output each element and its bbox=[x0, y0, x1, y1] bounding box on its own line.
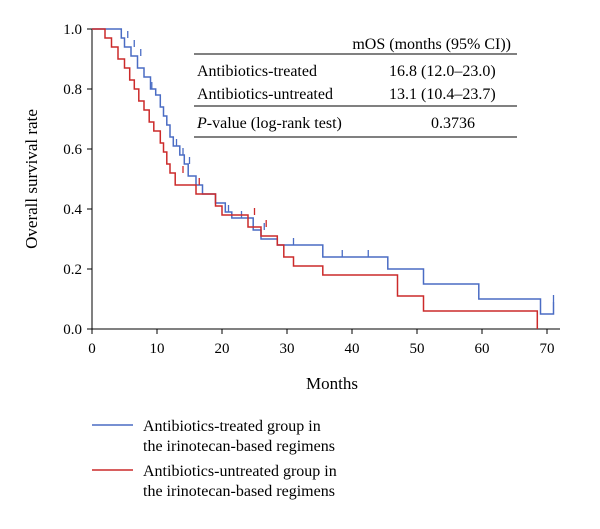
table-row-treated-label: Antibiotics-treated bbox=[197, 63, 317, 80]
y-ticks: 0.0 0.2 0.4 0.6 0.8 1.0 bbox=[63, 22, 92, 338]
table-row-untreated-value: 13.1 (10.4–23.7) bbox=[389, 86, 496, 103]
table-row-treated-value: 16.8 (12.0–23.0) bbox=[389, 63, 496, 80]
y-tick-label: 0.6 bbox=[63, 142, 82, 158]
y-tick-label: 0.0 bbox=[63, 322, 82, 338]
pvalue-italic: P bbox=[196, 115, 207, 132]
table-pvalue-label: P-value (log-rank test) bbox=[196, 115, 342, 132]
y-tick-label: 1.0 bbox=[63, 22, 82, 38]
x-tick-label: 50 bbox=[410, 341, 425, 357]
legend-untreated-line1: Antibiotics-untreated group in bbox=[143, 463, 337, 480]
legend-treated-line1: Antibiotics-treated group in bbox=[143, 418, 321, 435]
x-tick-label: 40 bbox=[345, 341, 360, 357]
x-tick-label: 30 bbox=[280, 341, 295, 357]
y-tick-label: 0.4 bbox=[63, 202, 82, 218]
x-tick-label: 70 bbox=[540, 341, 555, 357]
legend-treated-line2: the irinotecan-based regimens bbox=[143, 438, 335, 455]
pvalue-label-rest: -value (log-rank test) bbox=[207, 115, 342, 132]
x-tick-label: 10 bbox=[150, 341, 165, 357]
y-axis-title: Overall survival rate bbox=[22, 109, 41, 249]
x-axis-title: Months bbox=[306, 374, 358, 393]
x-tick-label: 20 bbox=[215, 341, 230, 357]
x-ticks: 0 10 20 30 40 50 60 70 bbox=[88, 329, 555, 357]
legend-untreated-line2: the irinotecan-based regimens bbox=[143, 483, 335, 500]
y-tick-label: 0.2 bbox=[63, 262, 82, 278]
mos-table: mOS (months (95% CI)) Antibiotics-treate… bbox=[194, 36, 517, 138]
table-header: mOS (months (95% CI)) bbox=[352, 36, 511, 53]
y-tick-label: 0.8 bbox=[63, 82, 82, 98]
curve-untreated bbox=[92, 28, 539, 329]
table-row-untreated-label: Antibiotics-untreated bbox=[197, 86, 333, 103]
table-pvalue-value: 0.3736 bbox=[431, 115, 475, 132]
legend: Antibiotics-treated group in the irinote… bbox=[92, 418, 337, 500]
survival-curves bbox=[92, 28, 555, 329]
x-tick-label: 60 bbox=[475, 341, 490, 357]
x-tick-label: 0 bbox=[88, 341, 96, 357]
curve-treated bbox=[92, 28, 555, 315]
